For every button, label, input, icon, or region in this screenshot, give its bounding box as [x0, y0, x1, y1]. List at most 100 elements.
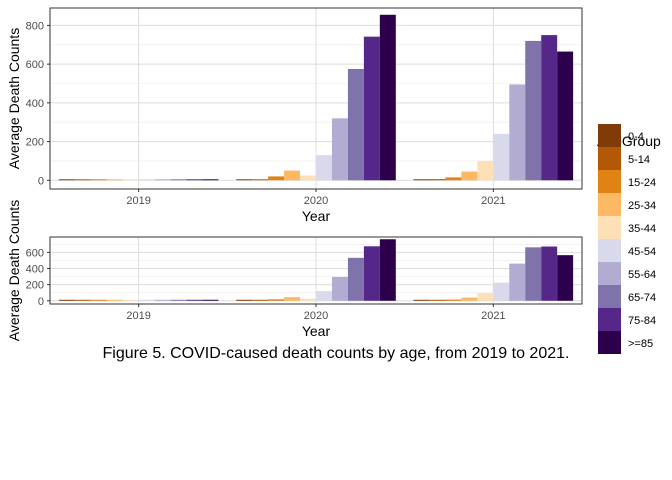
bar-0-4-2020 [236, 299, 253, 301]
legend-key-75-84 [598, 308, 621, 331]
bar-15-24-2019 [90, 299, 107, 301]
legend-label: >=85 [628, 338, 653, 350]
bar-65-74-2019 [170, 179, 187, 181]
y-tick-label: 200 [26, 280, 44, 292]
y-tick-label: 0 [38, 175, 44, 187]
x-tick-label: 2019 [126, 195, 150, 207]
bar-35-44-2021 [477, 293, 494, 301]
bar-65-74-2021 [525, 40, 542, 181]
bar-15-24-2021 [445, 177, 462, 181]
bar-35-44-2021 [477, 160, 494, 181]
legend-label: 15-24 [628, 177, 656, 189]
figure-caption: Figure 5. COVID-caused death counts by a… [102, 345, 570, 362]
legend-key-65-74 [598, 285, 621, 308]
legend-key-55-64 [598, 262, 621, 285]
legend-key->=85 [598, 331, 621, 354]
y-tick-label: 400 [26, 263, 44, 275]
bar-35-44-2019 [122, 179, 139, 181]
bar->=85-2021 [557, 51, 574, 181]
x-tick-label: 2021 [481, 195, 505, 207]
bar-0-4-2021 [413, 299, 430, 301]
bar-55-64-2020 [331, 276, 348, 301]
bar-55-64-2019 [154, 179, 171, 181]
x-tick-label: 2019 [126, 310, 150, 322]
bar-0-4-2019 [58, 179, 75, 181]
legend-key-45-54 [598, 239, 621, 262]
legend-label: 0-4 [628, 131, 644, 143]
bar-65-74-2021 [525, 247, 542, 301]
bar-45-54-2020 [316, 291, 332, 301]
legend-key-15-24 [598, 170, 621, 193]
bar-55-64-2021 [509, 84, 526, 181]
bar-55-64-2020 [331, 118, 348, 181]
y-tick-label: 600 [26, 59, 44, 71]
y-tick-label: 600 [26, 247, 44, 259]
bar-65-74-2019 [170, 299, 187, 301]
bar->=85-2020 [379, 14, 396, 181]
bar-45-54-2019 [138, 179, 155, 181]
bar-5-14-2020 [252, 179, 269, 181]
bar-45-54-2021 [493, 282, 510, 301]
bar-15-24-2019 [90, 179, 107, 181]
legend-label: 35-44 [628, 223, 656, 235]
y-tick-label: 0 [38, 296, 44, 308]
bar-65-74-2020 [347, 257, 364, 301]
bar-45-54-2020 [316, 155, 332, 181]
bar->=85-2020 [379, 239, 396, 301]
bar-15-24-2021 [445, 299, 462, 301]
bar-25-34-2021 [461, 297, 478, 301]
bar-25-34-2019 [106, 179, 123, 181]
bar-0-4-2020 [236, 179, 253, 181]
bar-75-84-2020 [363, 36, 380, 181]
bar-25-34-2019 [106, 299, 123, 301]
bar-15-24-2020 [268, 299, 285, 301]
legend-key-35-44 [598, 216, 621, 239]
legend-label: 55-64 [628, 269, 656, 281]
bar-25-34-2021 [461, 171, 478, 181]
bar-0-4-2019 [58, 299, 75, 301]
legend-label: 65-74 [628, 292, 656, 304]
bar-15-24-2020 [268, 176, 285, 181]
bar->=85-2021 [557, 255, 574, 301]
bar-75-84-2021 [541, 35, 558, 181]
bar->=85-2019 [202, 179, 219, 181]
x-axis-title: Year [302, 208, 331, 224]
bar-35-44-2019 [122, 299, 139, 301]
bar-5-14-2019 [74, 179, 91, 181]
legend-key-25-34 [598, 193, 621, 216]
bar-25-34-2020 [284, 170, 301, 181]
bar-5-14-2021 [429, 179, 446, 181]
bar-35-44-2020 [300, 175, 316, 181]
y-tick-label: 200 [26, 137, 44, 149]
bar-45-54-2019 [138, 299, 155, 301]
x-axis-title: Year [302, 323, 331, 339]
bar-5-14-2021 [429, 299, 446, 301]
bar-75-84-2020 [363, 246, 380, 301]
bar-75-84-2021 [541, 246, 558, 301]
bar-65-74-2020 [347, 68, 364, 181]
bar-5-14-2020 [252, 299, 269, 301]
legend-label: 45-54 [628, 246, 656, 258]
bar-0-4-2021 [413, 179, 430, 181]
bar-55-64-2021 [509, 263, 526, 301]
x-tick-label: 2020 [304, 195, 328, 207]
legend-key-5-14 [598, 147, 621, 170]
bar-75-84-2019 [186, 179, 203, 181]
legend-label: 5-14 [628, 154, 650, 166]
bar-25-34-2020 [284, 297, 301, 301]
y-axis-title: Average Death Counts [6, 28, 22, 169]
bar-45-54-2021 [493, 133, 510, 181]
legend-label: 25-34 [628, 200, 656, 212]
legend-key-0-4 [598, 124, 621, 147]
x-tick-label: 2020 [304, 310, 328, 322]
y-tick-label: 800 [26, 20, 44, 32]
bar-5-14-2019 [74, 299, 91, 301]
bar->=85-2019 [202, 299, 219, 301]
y-axis-title: Average Death Counts [6, 200, 22, 341]
y-tick-label: 400 [26, 98, 44, 110]
bar-55-64-2019 [154, 299, 171, 301]
bar-35-44-2020 [300, 298, 316, 301]
bar-75-84-2019 [186, 299, 203, 301]
x-tick-label: 2021 [481, 310, 505, 322]
